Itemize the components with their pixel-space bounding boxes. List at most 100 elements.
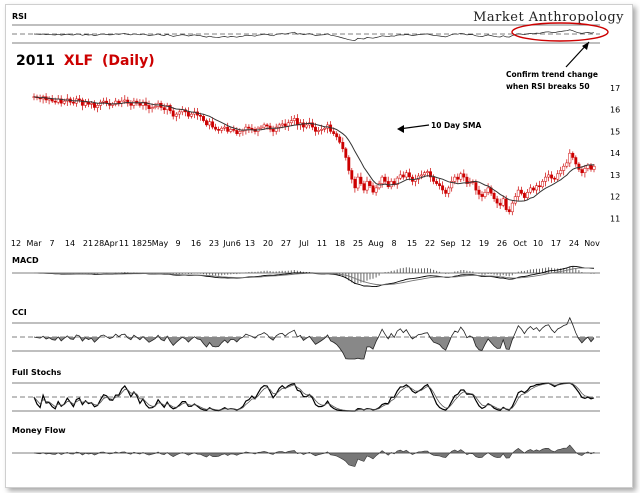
candle-body xyxy=(395,177,399,185)
candle-body xyxy=(577,163,581,170)
candle-body xyxy=(304,124,308,128)
candle-body xyxy=(559,170,563,175)
date-tick: 1825 xyxy=(132,239,152,248)
candle-body xyxy=(347,157,351,171)
candle-body xyxy=(371,185,375,193)
candle-body xyxy=(335,133,339,138)
rsi-title: RSI xyxy=(12,12,27,21)
candle-body xyxy=(407,172,411,178)
date-tick: Aug xyxy=(368,239,384,248)
candle-body xyxy=(456,176,460,180)
candle-body xyxy=(435,181,439,184)
date-tick: 24 xyxy=(569,239,579,248)
date-tick: 12 xyxy=(11,239,21,248)
date-tick: 16 xyxy=(191,239,201,248)
mflow-title: Money Flow xyxy=(12,426,66,435)
candle-body xyxy=(114,100,118,105)
stoch-d-line xyxy=(33,382,595,412)
candle-body xyxy=(368,181,372,186)
date-tick: 23 xyxy=(209,239,219,248)
candle-body xyxy=(153,106,157,108)
rsi-annotation-line1: Confirm trend change xyxy=(506,70,598,79)
candle-body xyxy=(226,126,230,132)
date-tick: Jul xyxy=(298,239,309,248)
candle-body xyxy=(292,118,296,121)
candle-body xyxy=(353,178,357,189)
date-tick: 19 xyxy=(479,239,489,248)
candle-body xyxy=(538,185,541,188)
candle-body xyxy=(174,113,178,117)
candle-body xyxy=(87,101,90,105)
date-axis: 12 Mar 7 14 21 28Apr 11 1825 May 9 16 23 Jun6 13 20 27 J… xyxy=(11,239,600,248)
candle-body xyxy=(447,187,451,194)
stoch-title: Full Stochs xyxy=(12,368,62,377)
date-tick: 15 xyxy=(407,239,417,248)
price-panel: 2011 XLF (Daily) Confirm trend change wh… xyxy=(11,53,620,248)
candle-body xyxy=(102,100,106,103)
date-tick: Jun6 xyxy=(222,239,241,248)
date-tick: 28Apr xyxy=(94,239,119,248)
candle-body xyxy=(453,176,457,182)
candle-body xyxy=(138,102,142,106)
candle-body xyxy=(314,126,317,132)
candle-body xyxy=(374,187,378,193)
candle-body xyxy=(477,189,481,195)
date-tick: 8 xyxy=(391,239,396,248)
candle-body xyxy=(589,164,593,170)
candle-body xyxy=(562,165,566,171)
candle-body xyxy=(438,183,442,187)
candle-body xyxy=(574,157,578,165)
candle-body xyxy=(265,124,269,127)
sma-line xyxy=(33,96,594,202)
candle-body xyxy=(580,169,584,174)
candle-body xyxy=(547,174,551,178)
candle-body xyxy=(365,181,369,191)
date-tick: 18 xyxy=(335,239,345,248)
candle-body xyxy=(111,104,115,106)
candle-body xyxy=(217,129,221,131)
date-tick: 7 xyxy=(49,239,54,248)
candle-body xyxy=(177,111,181,115)
candle-body xyxy=(383,176,387,182)
candle-body xyxy=(90,102,93,105)
candle-body xyxy=(47,98,51,101)
candle-body xyxy=(565,162,569,167)
candle-body xyxy=(568,152,572,164)
date-tick: 9 xyxy=(175,239,180,248)
candle-body xyxy=(50,98,54,102)
price-candles xyxy=(32,93,596,216)
candle-body xyxy=(189,113,193,117)
date-tick: 22 xyxy=(425,239,435,248)
candle-body xyxy=(592,165,596,170)
title-year: 2011 xyxy=(16,53,55,69)
date-tick: 26 xyxy=(497,239,507,248)
candle-body xyxy=(301,122,305,128)
candle-body xyxy=(250,127,254,130)
candle-body xyxy=(377,183,381,189)
money-flow-area xyxy=(33,444,595,467)
candle-body xyxy=(462,173,466,178)
candle-body xyxy=(528,187,532,193)
chart-frame: Market Anthropology RSI 2011 XLF (Daily)… xyxy=(5,4,633,488)
brand-title: Market Anthropology xyxy=(473,10,624,25)
cci-negative-fill xyxy=(34,337,594,359)
date-tick: Mar xyxy=(26,239,42,248)
candle-body xyxy=(426,171,429,173)
candle-body xyxy=(126,99,130,104)
candle-body xyxy=(519,189,523,194)
candle-body xyxy=(441,185,445,191)
candle-body xyxy=(238,131,242,134)
cci-panel: CCI xyxy=(12,308,600,360)
rsi-line xyxy=(33,29,595,41)
candle-body xyxy=(202,116,205,121)
candle-body xyxy=(274,126,278,132)
price-y-tick: 11 xyxy=(610,214,620,223)
mflow-panel: Money Flow xyxy=(12,426,600,467)
candle-body xyxy=(223,126,227,129)
candle-body xyxy=(332,131,336,134)
candle-body xyxy=(583,168,587,173)
candle-body xyxy=(504,198,508,210)
candle-body xyxy=(338,136,342,143)
candle-body xyxy=(513,196,517,204)
candle-body xyxy=(483,192,487,197)
